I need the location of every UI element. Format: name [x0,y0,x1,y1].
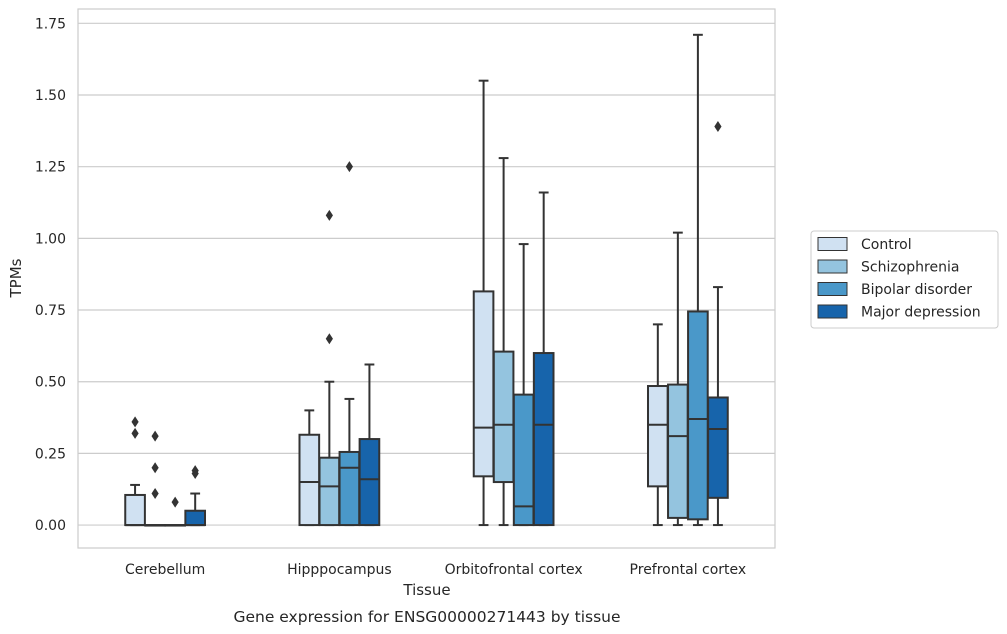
box-item [472,79,495,527]
y-tick-label: 1.00 [35,231,66,247]
x-tick-label: Prefrontal cortex [630,562,747,578]
plot-frame [77,8,776,549]
legend-label: Bipolar disorder [861,282,972,298]
box-body [667,383,689,519]
box-body [646,385,669,488]
y-tick-label: 1.75 [35,16,66,32]
box-item [338,161,361,527]
box-body [338,450,361,527]
legend-label: Schizophrenia [861,260,959,276]
y-tick-label: 0.00 [35,518,66,534]
box-body [687,310,709,521]
y-tick-label: 1.50 [35,88,66,104]
box-body [472,290,495,478]
box-item [124,416,146,527]
outlier-point [131,427,139,439]
legend-frame [810,230,999,329]
legend-swatch [817,304,848,319]
x-axis-label: Tissue [402,581,450,599]
box-body [184,509,207,527]
y-axis-ticks: 0.00 0.25 0.50 0.75 1.00 1.25 1.50 1.75 [35,16,66,534]
x-axis-ticks: Cerebellum Hipppocampus Orbitofrontal cort… [125,562,746,578]
outlier-point [714,121,722,133]
box-group [124,416,207,527]
legend-label: Control [861,237,912,253]
outlier-point [191,467,199,479]
box-group [298,161,381,527]
y-axis-label: TPMs [7,258,25,298]
y-tick-label: 0.75 [35,303,66,319]
y-tick-label: 0.50 [35,375,66,391]
outlier-point [325,209,333,221]
x-tick-label: Hipppocampus [287,562,392,578]
box-groups [124,33,729,527]
box-body [492,350,515,484]
box-body [358,438,381,527]
outlier-point [325,333,333,345]
x-tick-label: Cerebellum [125,562,205,578]
x-tick-label: Orbitofrontal cortex [445,562,583,578]
box-body [707,396,729,499]
outlier-point [151,488,159,500]
box-item [707,121,729,527]
y-tick-label: 0.25 [35,446,66,462]
box-group [646,33,729,527]
box-body [298,433,321,527]
box-group [472,79,555,527]
legend-swatch [817,237,848,251]
box-item [358,363,381,527]
y-tick-label: 1.25 [35,160,66,176]
outlier-point [151,462,159,474]
box-item [492,157,515,527]
outlier-point [131,416,139,428]
outlier-point [345,161,353,173]
box-item [298,409,321,527]
box-body [532,352,555,527]
box-body [124,493,146,527]
legend-swatch [817,282,848,296]
box-item [532,191,555,527]
box-item [144,430,166,527]
chart-caption: Gene expression for ENSG00000271443 by t… [233,608,620,626]
box-item [512,243,535,527]
box-item [164,496,186,527]
outlier-point [151,430,159,442]
outlier-point [171,496,179,508]
box-item [318,209,341,527]
legend-swatch [817,259,848,274]
legend: Control Schizophrenia Bipolar disorder Majo… [810,230,999,329]
box-item [184,465,207,527]
box-body [318,456,341,527]
legend-label: Major depression [861,305,981,321]
